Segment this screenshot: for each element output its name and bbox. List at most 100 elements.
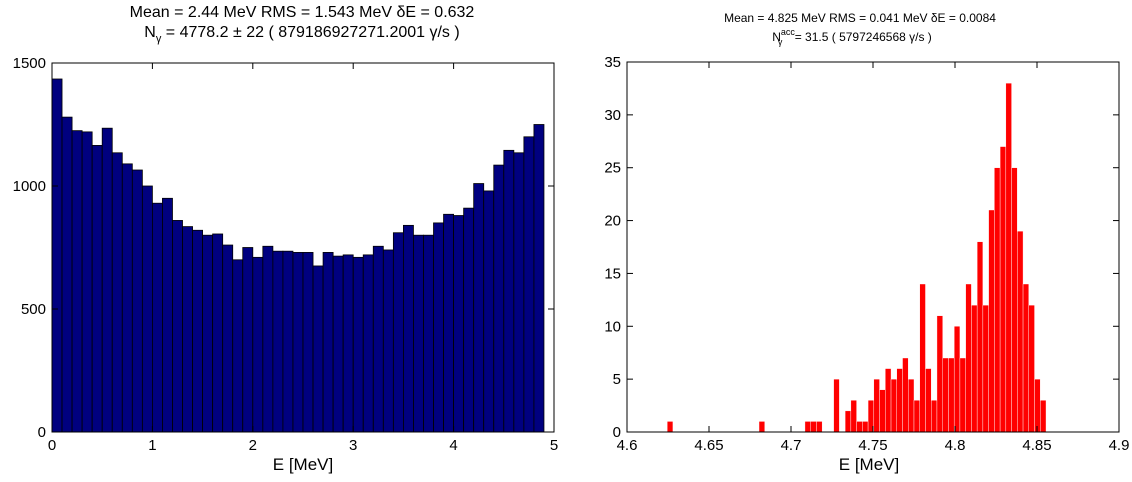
x-tick-label: 4.75	[858, 437, 887, 454]
histogram-bar	[890, 378, 897, 433]
histogram-bar	[242, 247, 254, 433]
histogram-bar	[1022, 283, 1029, 433]
histogram-bar	[533, 124, 545, 433]
histogram-bar	[473, 183, 485, 433]
histogram-bar	[1040, 400, 1047, 433]
chart-right-x-axis-label: E [MeV]	[839, 455, 899, 474]
histogram-bar	[232, 259, 244, 433]
histogram-bar	[493, 164, 505, 433]
x-tick-label: 4.7	[781, 437, 802, 454]
histogram-bar	[131, 169, 143, 433]
histogram-bar	[879, 389, 886, 433]
x-tick-label: 4.6	[617, 437, 638, 454]
histogram-bar	[413, 234, 424, 433]
chart-left-y-ticks: 0 500 1000 1500	[13, 55, 554, 441]
histogram-bar	[392, 232, 404, 433]
histogram-bar	[202, 234, 214, 433]
histogram-bar	[302, 252, 314, 433]
histogram-bar	[913, 400, 920, 433]
y-tick-label: 20	[604, 213, 621, 230]
histogram-bar	[833, 378, 840, 433]
x-tick-label: 0	[48, 437, 56, 454]
histogram-bar	[959, 357, 966, 433]
histogram-bar	[816, 421, 823, 433]
x-tick-label: 4.85	[1022, 437, 1051, 454]
y-tick-label: 500	[21, 301, 46, 318]
histogram-bar	[885, 368, 892, 433]
histogram-bar	[272, 250, 284, 433]
chart-right-y-ticks: 0 5 10 15 20 25 30 35	[604, 54, 1119, 441]
y-tick-label: 25	[604, 160, 621, 177]
histogram-bar	[282, 250, 294, 433]
histogram-bar	[342, 254, 354, 433]
chart-right-axes-box	[626, 61, 1120, 433]
histogram-bar	[810, 421, 817, 433]
histogram-bar	[804, 421, 811, 433]
histogram-bar	[453, 215, 465, 433]
histogram-bar	[262, 245, 274, 433]
histogram-bar	[71, 130, 83, 433]
histogram-bar	[352, 256, 364, 433]
histogram-bar	[1011, 167, 1018, 433]
histogram-bar	[81, 131, 93, 433]
histogram-bar	[994, 167, 1001, 433]
y-tick-label: 1500	[13, 55, 46, 72]
histogram-bar	[948, 357, 955, 433]
chart-right-bars	[666, 82, 1047, 433]
x-tick-label: 1	[148, 437, 156, 454]
histogram-bar	[503, 149, 515, 433]
histogram-bar	[182, 226, 193, 433]
histogram-bar	[141, 185, 153, 433]
chart-right-x-ticks: 4.6 4.65 4.7 4.75 4.8 4.85 4.9	[617, 62, 1130, 454]
histogram-bar	[402, 224, 414, 433]
y-tick-label: 30	[604, 107, 621, 124]
histogram-bar	[971, 304, 978, 433]
histogram-bar	[212, 233, 224, 433]
histogram-bar	[523, 136, 535, 433]
histogram-bar	[758, 421, 765, 433]
histogram-bar	[312, 265, 324, 433]
chart-left-axes-box	[51, 62, 555, 433]
histogram-bar	[931, 400, 938, 433]
histogram-bar	[1017, 230, 1024, 433]
chart-left-title-line1: Mean = 2.44 MeV RMS = 1.543 MeV δE = 0.6…	[130, 4, 475, 21]
x-tick-label: 2	[249, 437, 257, 454]
histogram-bar	[111, 152, 123, 433]
histogram-bar	[443, 213, 454, 433]
histogram-bar	[666, 421, 674, 433]
histogram-bar	[1028, 304, 1035, 433]
histogram-bar	[322, 252, 334, 433]
histogram-bar	[953, 326, 961, 433]
histogram-bar	[862, 421, 869, 433]
y-tick-label: 1000	[13, 178, 46, 195]
x-tick-label: 4.8	[945, 437, 966, 454]
histogram-bar	[873, 378, 880, 433]
y-tick-label: 0	[38, 424, 46, 441]
histogram-bar	[222, 244, 234, 433]
histogram-bar	[942, 357, 949, 433]
histogram-bar	[988, 209, 995, 433]
y-tick-label: 5	[613, 371, 621, 388]
histogram-bar	[463, 207, 475, 433]
chart-left-title-line2: Nγ = 4778.2 ± 22 ( 879186927271.2001 γ/s…	[144, 24, 459, 45]
chart-left-bars	[51, 78, 545, 433]
chart-left-x-ticks: 0 1 2 3 4 5	[48, 63, 558, 454]
histogram-bar	[908, 378, 915, 433]
histogram-bar	[850, 400, 857, 433]
histogram-bar	[965, 283, 972, 433]
chart-right-title-line2: Nacc γ = 31.5 ( 5797246568 γ/s )	[772, 27, 932, 47]
histogram-bar	[982, 304, 989, 433]
histogram-bar	[252, 256, 264, 433]
y-tick-label: 10	[604, 318, 621, 335]
histogram-bar	[172, 220, 183, 433]
histogram-bar	[362, 254, 374, 433]
histogram-bar	[151, 202, 163, 433]
histogram-bar	[919, 283, 926, 433]
x-tick-label: 4.9	[1109, 437, 1130, 454]
histogram-bar	[433, 222, 444, 433]
x-tick-label: 4	[449, 437, 457, 454]
histogram-bar	[856, 421, 863, 433]
histogram-bar	[976, 241, 984, 433]
histogram-bar	[423, 234, 434, 433]
